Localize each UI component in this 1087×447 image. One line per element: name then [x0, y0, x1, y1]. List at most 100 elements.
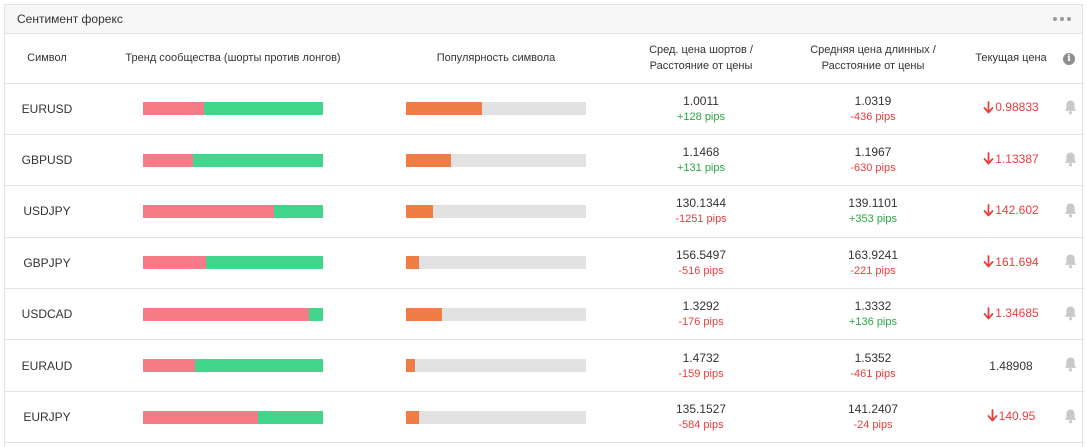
current-price-value: 0.98833	[995, 100, 1039, 115]
symbol-cell[interactable]: USDJPY	[5, 185, 89, 238]
avg-long-price: 139.1101	[848, 196, 898, 211]
more-options-icon[interactable]	[1051, 13, 1073, 25]
trend-cell	[89, 339, 377, 392]
symbol-label[interactable]: GBPJPY	[23, 255, 71, 270]
avg-long-price: 163.9241	[847, 247, 899, 262]
column-header-symbol: Символ	[5, 34, 89, 84]
avg-short-price: 1.0011	[683, 93, 719, 108]
current-price: 0.98833	[983, 100, 1039, 115]
symbol-cell[interactable]: EURAUD	[5, 339, 89, 392]
short-header-line2: Расстояние от цены	[649, 60, 753, 73]
column-header-popularity: Популярность символа	[377, 34, 615, 84]
short-price-cell: 1.3292 -176 pips	[615, 288, 787, 341]
long-price-cell: 1.1967 -630 pips	[787, 134, 959, 187]
column-header-long-price: Средняя цена длинных / Расстояние от цен…	[787, 34, 959, 84]
bell-icon[interactable]	[1063, 99, 1078, 115]
trend-cell	[89, 288, 377, 341]
avg-short-price: 1.4732	[682, 350, 720, 365]
symbol-cell[interactable]: GBPJPY	[5, 237, 89, 290]
current-price-value: 1.48908	[989, 358, 1033, 373]
bell-icon[interactable]	[1063, 202, 1078, 218]
table-row[interactable]: GBPUSD 1.1468 +131 pips 1.1967 -630 pips 1.13…	[5, 134, 1084, 187]
current-price-cell: 1.34685	[959, 288, 1063, 341]
symbol-label[interactable]: USDCAD	[21, 307, 73, 322]
popularity-fill	[406, 410, 419, 424]
bell-icon[interactable]	[1063, 408, 1078, 424]
alert-cell	[1063, 185, 1084, 238]
symbol-cell[interactable]: GBPUSD	[5, 134, 89, 187]
symbol-label[interactable]: GBPUSD	[21, 153, 73, 168]
long-price-cell: 141.2407 -24 pips	[787, 391, 959, 444]
table-row[interactable]: EURAUD 1.4732 -159 pips 1.5352 -461 pips 1.48…	[5, 339, 1084, 392]
avg-short-price: 135.1527	[675, 402, 727, 417]
symbol-cell[interactable]: EURJPY	[5, 391, 89, 444]
current-price: 142.602	[983, 203, 1039, 217]
longs-segment	[274, 204, 323, 218]
bell-icon[interactable]	[1063, 151, 1078, 167]
shorts-segment	[143, 153, 194, 167]
widget-title: Сентимент форекс	[17, 12, 123, 26]
info-icon[interactable]: i	[1063, 53, 1075, 66]
popularity-fill	[406, 153, 451, 167]
current-price: 1.48908	[989, 359, 1032, 373]
current-price-value: 1.34685	[995, 306, 1039, 320]
short-distance-pips: +131 pips	[676, 162, 725, 175]
short-price-cell: 1.1468 +131 pips	[615, 134, 787, 187]
shorts-segment	[143, 307, 309, 321]
arrow-down-icon	[983, 101, 994, 114]
community-trend-bar	[143, 359, 323, 373]
symbol-cell[interactable]: EURUSD	[5, 83, 89, 135]
sentiment-table: Символ Тренд сообщества (шорты против ло…	[5, 34, 1084, 444]
symbol-label[interactable]: USDJPY	[23, 204, 71, 219]
popularity-fill	[406, 204, 433, 218]
current-price: 1.13387	[983, 152, 1039, 166]
popularity-cell	[377, 288, 615, 341]
shorts-segment	[143, 256, 206, 270]
symbol-label[interactable]: EURUSD	[21, 101, 73, 116]
alert-cell	[1063, 134, 1084, 187]
arrow-down-icon	[983, 255, 994, 268]
popularity-fill	[406, 359, 415, 373]
avg-long-price: 1.5352	[854, 350, 892, 365]
avg-long-price: 1.0319	[854, 93, 892, 108]
community-trend-bar	[143, 307, 323, 321]
current-price-cell: 1.48908	[959, 339, 1063, 392]
table-row[interactable]: EURJPY 135.1527 -584 pips 141.2407 -24 pips 1…	[5, 391, 1084, 444]
avg-long-price: 1.3332	[854, 299, 892, 314]
table-row[interactable]: USDCAD 1.3292 -176 pips 1.3332 +136 pips 1.34…	[5, 288, 1084, 341]
popularity-bar	[406, 204, 586, 218]
current-price-cell: 0.98833	[959, 83, 1063, 135]
community-trend-bar	[143, 410, 323, 424]
long-distance-pips: -221 pips	[850, 264, 896, 277]
longs-segment	[308, 307, 323, 321]
bell-icon[interactable]	[1063, 356, 1078, 372]
short-header-line1: Сред. цена шортов /	[649, 44, 753, 57]
table-row[interactable]: EURUSD 1.0011 +128 pips 1.0319 -436 pips 0.98…	[5, 83, 1084, 135]
short-distance-pips: -176 pips	[678, 316, 724, 329]
trend-cell	[89, 134, 377, 187]
long-price-cell: 163.9241 -221 pips	[787, 237, 959, 290]
popularity-bar	[406, 359, 586, 373]
long-price-cell: 1.0319 -436 pips	[787, 83, 959, 135]
popularity-cell	[377, 237, 615, 290]
popularity-bar	[406, 307, 586, 321]
popularity-cell	[377, 339, 615, 392]
community-trend-bar	[143, 153, 323, 167]
symbol-cell[interactable]: USDCAD	[5, 288, 89, 341]
long-price-cell: 139.1101 +353 pips	[787, 185, 959, 238]
column-header-current-price: Текущая цена	[959, 34, 1063, 84]
symbol-label[interactable]: EURJPY	[23, 410, 71, 425]
current-price-cell: 1.13387	[959, 134, 1063, 187]
alert-cell	[1063, 237, 1084, 290]
popularity-bar	[406, 102, 586, 116]
longs-segment	[206, 256, 323, 270]
symbol-label[interactable]: EURAUD	[21, 358, 73, 373]
alert-cell	[1063, 391, 1084, 444]
table-row[interactable]: USDJPY 130.1344 -1251 pips 139.1101 +353 pip…	[5, 185, 1084, 238]
bell-icon[interactable]	[1063, 253, 1078, 269]
popularity-cell	[377, 391, 615, 444]
long-distance-pips: +136 pips	[848, 316, 897, 329]
popularity-cell	[377, 134, 615, 187]
bell-icon[interactable]	[1063, 305, 1078, 321]
table-row[interactable]: GBPJPY 156.5497 -516 pips 163.9241 -221 pips…	[5, 237, 1084, 290]
